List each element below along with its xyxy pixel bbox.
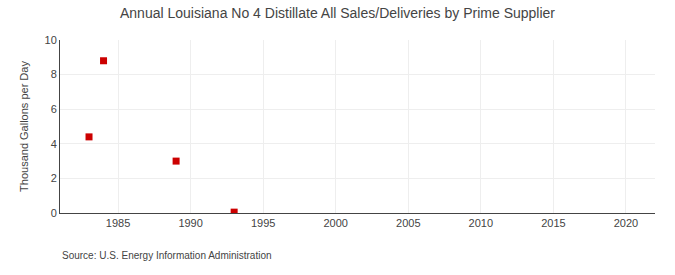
svg-text:Annual Louisiana No 4 Distilla: Annual Louisiana No 4 Distillate All Sal… bbox=[120, 5, 555, 21]
svg-text:2000: 2000 bbox=[323, 217, 347, 229]
svg-text:Thousand Gallons per Day: Thousand Gallons per Day bbox=[18, 61, 30, 192]
svg-text:2010: 2010 bbox=[469, 217, 493, 229]
svg-text:1995: 1995 bbox=[251, 217, 275, 229]
svg-text:0: 0 bbox=[51, 207, 57, 219]
svg-text:2015: 2015 bbox=[541, 217, 565, 229]
svg-text:4: 4 bbox=[51, 138, 57, 150]
svg-text:2020: 2020 bbox=[614, 217, 638, 229]
svg-text:2: 2 bbox=[51, 172, 57, 184]
svg-text:10: 10 bbox=[45, 34, 57, 46]
svg-text:Source: U.S. Energy Informatio: Source: U.S. Energy Information Administ… bbox=[62, 250, 272, 261]
svg-text:1985: 1985 bbox=[106, 217, 130, 229]
svg-text:6: 6 bbox=[51, 103, 57, 115]
svg-text:1990: 1990 bbox=[178, 217, 202, 229]
svg-text:2005: 2005 bbox=[396, 217, 420, 229]
svg-text:8: 8 bbox=[51, 68, 57, 80]
